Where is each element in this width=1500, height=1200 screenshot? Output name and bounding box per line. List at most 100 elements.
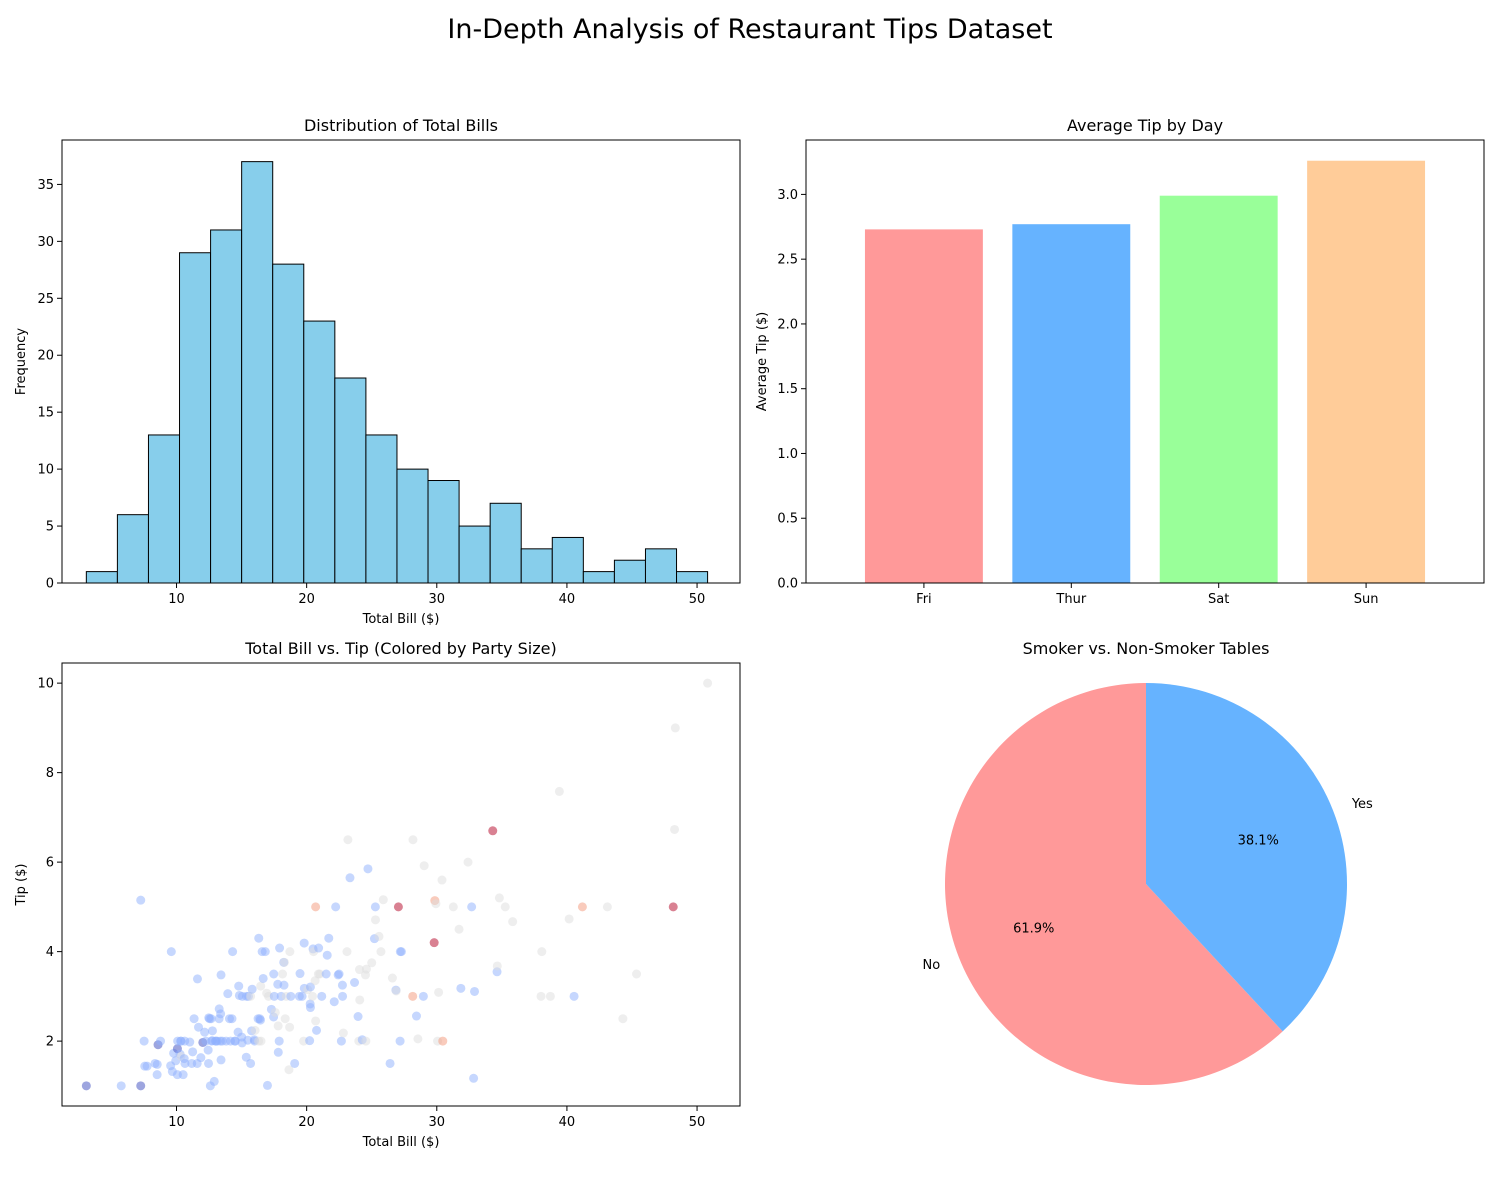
chart-title: Distribution of Total Bills	[304, 116, 498, 135]
scatter-point	[345, 873, 355, 883]
y-tick-label: 25	[37, 292, 54, 307]
scatter-point	[438, 1036, 448, 1046]
scatter-point	[310, 976, 320, 986]
scatter-point	[342, 947, 352, 957]
histogram-bar	[365, 434, 398, 584]
scatter-point	[180, 1058, 190, 1068]
scatter-point	[269, 991, 279, 1001]
scatter-point	[508, 917, 518, 927]
histogram-bar	[676, 571, 709, 584]
chart-title: Average Tip by Day	[1067, 116, 1223, 135]
scatter-point	[273, 1047, 283, 1057]
scatter-point	[228, 947, 238, 957]
scatter-point	[270, 1007, 280, 1017]
scatter-point	[275, 943, 285, 953]
scatter-point	[419, 861, 429, 871]
x-tick-label: Thur	[1055, 592, 1086, 607]
scatter-point	[321, 969, 331, 979]
scatter-point	[577, 902, 587, 912]
scatter-point	[467, 902, 477, 912]
scatter-point	[470, 986, 480, 996]
scatter-point	[494, 893, 504, 903]
pie-slice-no	[944, 683, 1283, 1085]
pie-percent-label: 38.1%	[1238, 833, 1279, 848]
chart-title: Total Bill vs. Tip (Colored by Party Siz…	[244, 639, 556, 658]
y-tick-label: 3.0	[777, 188, 798, 203]
scatter-point	[116, 1081, 126, 1091]
scatter-point	[488, 826, 498, 836]
scatter-point	[273, 1021, 283, 1031]
histogram-bar	[551, 536, 584, 584]
scatter-point	[178, 1070, 188, 1080]
scatter-point	[256, 1036, 266, 1046]
scatter-point	[387, 973, 397, 983]
histogram-bar	[272, 263, 305, 584]
y-tick-label: 6	[46, 856, 54, 871]
scatter-point	[156, 1036, 166, 1046]
histogram-bar	[85, 571, 118, 584]
scatter-point	[246, 991, 256, 1001]
scatter-point	[196, 1053, 206, 1063]
pie-chart-smoker: Smoker vs. Non-Smoker Tables No 61.9% Yes 38…	[922, 639, 1373, 1085]
scatter-point	[188, 1047, 198, 1057]
scatter-point	[246, 1058, 256, 1068]
scatter-point	[618, 1014, 628, 1024]
histogram-bar	[582, 571, 615, 584]
x-tick-label: Sun	[1354, 592, 1379, 607]
scatter-point	[355, 995, 365, 1005]
x-tick-label: Sat	[1208, 592, 1229, 607]
scatter-point	[311, 1016, 321, 1026]
scatter-point	[395, 1036, 405, 1046]
scatter-point	[569, 991, 579, 1001]
y-tick-label: 2.5	[777, 253, 798, 268]
scatter-point	[315, 969, 325, 979]
pie-label: No	[922, 958, 940, 973]
pie-slice-yes	[1146, 683, 1347, 1032]
y-tick-label: 20	[37, 349, 54, 364]
scatter-point	[469, 1073, 479, 1083]
scatter-point	[456, 983, 466, 993]
scatter-point	[192, 974, 202, 984]
scatter-point	[670, 824, 680, 834]
y-tick-label: 35	[37, 178, 54, 193]
pie-percent-label: 61.9%	[1013, 922, 1054, 937]
y-tick-label: 5	[46, 520, 54, 535]
scatter-point	[391, 986, 401, 996]
pie-label: Yes	[1351, 797, 1373, 812]
scatter-point	[353, 1012, 363, 1022]
scatter-point	[256, 981, 266, 991]
histogram-bar	[179, 252, 212, 584]
histogram-bar	[116, 514, 149, 584]
scatter-point	[216, 1055, 226, 1065]
scatter-point	[209, 1076, 219, 1086]
scatter-point	[411, 1011, 421, 1021]
scatter-point	[243, 1035, 253, 1045]
scatter-point	[670, 723, 680, 733]
y-tick-label: 2.0	[777, 317, 798, 332]
scatter-point	[492, 961, 502, 971]
x-tick-label: 40	[559, 1115, 576, 1130]
scatter-point	[305, 1036, 315, 1046]
scatter-point	[536, 991, 546, 1001]
scatter-point	[312, 1025, 322, 1035]
histogram-bar	[458, 525, 491, 584]
scatter-point	[418, 991, 428, 1001]
scatter-point	[385, 1058, 395, 1068]
histogram-bar	[520, 548, 553, 584]
scatter-point	[305, 1003, 315, 1013]
axes-frame	[805, 139, 1485, 584]
y-tick-label: 10	[37, 677, 54, 692]
histogram-bar	[396, 468, 429, 584]
scatter-point	[278, 969, 288, 979]
scatter-point	[537, 947, 547, 957]
scatter-point	[378, 895, 388, 905]
scatter-point	[290, 1058, 300, 1068]
scatter-point	[329, 997, 339, 1007]
scatter-point	[305, 982, 315, 992]
scatter-point	[216, 970, 226, 980]
scatter-point	[216, 1009, 226, 1019]
y-tick-label: 0.5	[777, 512, 798, 527]
scatter-point	[297, 991, 307, 1001]
y-tick-label: 10	[37, 463, 54, 478]
